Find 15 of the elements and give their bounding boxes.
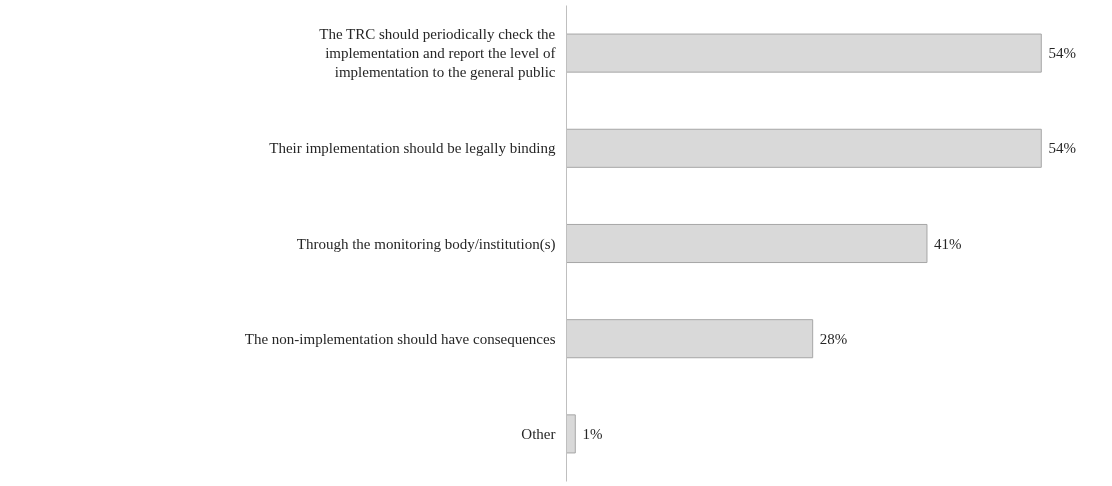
bar — [566, 223, 928, 264]
bar — [566, 128, 1042, 168]
y-tick-label: Their implementation should be legally binding — [269, 140, 556, 157]
data-label: 41% — [934, 235, 962, 252]
y-tick-label: The non-implementation should have consequences — [244, 330, 556, 347]
data-label: 54% — [1048, 140, 1076, 157]
y-tick-label: Other — [521, 425, 556, 442]
data-label: 54% — [1048, 45, 1076, 62]
data-label: 28% — [819, 330, 848, 347]
bar — [566, 319, 814, 359]
bar — [566, 414, 576, 454]
data-label: 1% — [582, 425, 603, 442]
y-tick-label: Through the monitoring body/institution(s) — [296, 235, 556, 253]
y-tick-label: The TRC should periodically check the implementation and report the level of implementation to the general public — [319, 25, 556, 81]
bar — [566, 33, 1042, 73]
